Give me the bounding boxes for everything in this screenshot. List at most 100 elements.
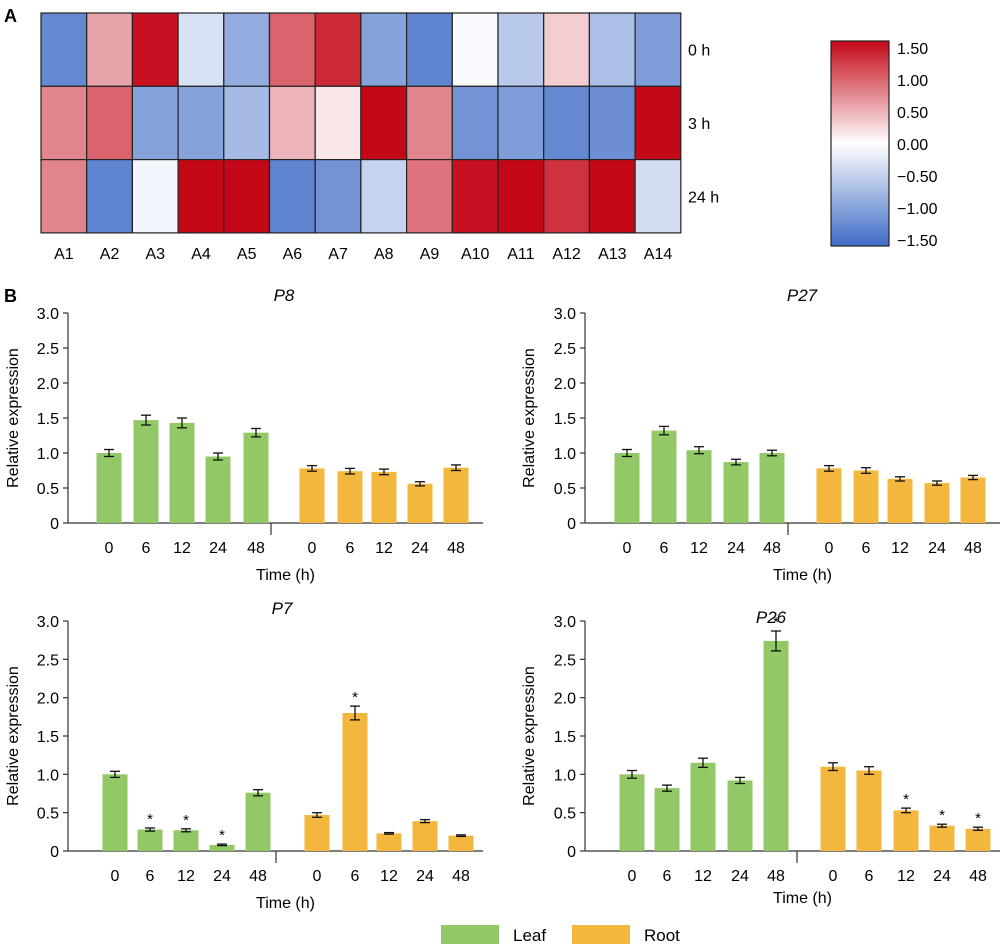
y-tick-label: 0.5 <box>554 806 576 823</box>
heatmap-cell <box>360 85 408 161</box>
colorbar-gradient <box>830 40 890 247</box>
y-tick-label: 1.0 <box>37 446 59 463</box>
x-tick-label: 6 <box>865 868 874 885</box>
y-axis-title: Relative expression <box>5 348 22 488</box>
bar <box>651 430 677 523</box>
x-tick-label: 6 <box>146 868 155 885</box>
bar <box>960 477 986 523</box>
bar <box>893 810 919 851</box>
heatmap-cell <box>634 12 682 87</box>
x-tick-label: 24 <box>933 868 951 885</box>
significance-star: * <box>939 807 945 824</box>
significance-star: * <box>352 689 358 706</box>
heatmap-cell <box>360 159 408 234</box>
bar <box>686 450 712 523</box>
bar <box>96 453 122 523</box>
heatmap-cell <box>634 159 682 234</box>
x-tick-label: 6 <box>660 540 669 557</box>
heatmap-cell <box>543 159 591 234</box>
heatmap-row-label: 24 h <box>688 189 719 206</box>
x-tick-label: 6 <box>663 868 672 885</box>
bar <box>443 467 469 523</box>
bar <box>853 470 879 523</box>
y-tick-label: 1.0 <box>554 767 576 784</box>
heatmap-col-label: A1 <box>54 246 74 263</box>
heatmap-cell <box>588 12 636 87</box>
y-tick-label: 2.0 <box>37 376 59 393</box>
colorbar-tick-label: −1.00 <box>897 201 938 218</box>
legend-swatch-root <box>572 925 630 944</box>
heatmap-cell <box>497 159 545 234</box>
bar <box>759 453 785 523</box>
bar <box>816 468 842 523</box>
heatmap-cell <box>543 85 591 161</box>
x-tick-label: 0 <box>308 540 317 557</box>
heatmap-cell <box>40 85 88 161</box>
colorbar-tick-label: −1.50 <box>897 233 938 250</box>
heatmap-cell <box>406 85 453 161</box>
y-tick-label: 0 <box>567 844 576 861</box>
bar-chart-p7: 0 0.5 1.0 1.5 2.0 2.5 3.0 0 * 6 * 12 * 24 48 0 * 6 12 24 48 P… <box>5 599 483 912</box>
colorbar-tick-label: 1.50 <box>897 41 928 58</box>
bar <box>169 422 195 523</box>
gene-title-p26: P26 <box>756 608 787 627</box>
y-tick-label: 1.0 <box>37 767 59 784</box>
bar <box>619 774 645 851</box>
colorbar-tick-label: 0.50 <box>897 105 928 122</box>
bar <box>407 483 433 523</box>
x-axis-title: Time (h) <box>256 567 315 584</box>
x-tick-label: 12 <box>380 868 398 885</box>
y-tick-label: 0 <box>567 516 576 533</box>
heatmap-cell <box>314 12 362 87</box>
bar-chart-p8: 0 0.5 1.0 1.5 2.0 2.5 3.0 0 6 12 24 48 0 6 12 24 48 P8 Tim… <box>5 286 483 584</box>
x-tick-label: 24 <box>928 540 946 557</box>
gene-title-p8: P8 <box>274 286 295 305</box>
heatmap-cell <box>406 159 453 234</box>
bar <box>412 821 438 851</box>
bar <box>245 792 271 851</box>
bar <box>448 835 474 851</box>
y-tick-label: 2.5 <box>37 652 59 669</box>
bar <box>342 713 368 851</box>
bar <box>243 432 269 523</box>
heatmap-row-label: 0 h <box>688 43 710 60</box>
x-tick-label: 48 <box>767 868 785 885</box>
bar <box>723 462 749 523</box>
heatmap-cell <box>223 85 271 161</box>
y-tick-label: 1.5 <box>554 729 576 746</box>
bar <box>856 770 882 851</box>
x-tick-label: 0 <box>829 868 838 885</box>
significance-star: * <box>147 811 153 828</box>
bar <box>887 478 913 523</box>
heatmap-col-label: A14 <box>644 246 673 263</box>
heatmap-cell <box>86 159 133 234</box>
heatmap-col-label: A5 <box>237 246 257 263</box>
x-tick-label: 24 <box>411 540 429 557</box>
heatmap-cell <box>86 85 133 161</box>
y-tick-label: 2.0 <box>37 691 59 708</box>
y-tick-label: 1.5 <box>554 411 576 428</box>
heatmap-cell <box>406 12 453 87</box>
x-tick-label: 6 <box>862 540 871 557</box>
y-tick-label: 2.0 <box>554 376 576 393</box>
heatmap-cell <box>86 12 133 87</box>
bar <box>209 844 235 851</box>
heatmap-cell <box>268 159 316 234</box>
colorbar-tick-label: −0.50 <box>897 169 938 186</box>
gene-title-p27: P27 <box>787 286 818 305</box>
x-tick-label: 12 <box>173 540 191 557</box>
heatmap-row-label: 3 h <box>688 116 710 133</box>
heatmap-cell <box>588 159 636 234</box>
y-tick-label: 2.5 <box>554 652 576 669</box>
x-tick-label: 24 <box>727 540 745 557</box>
bar <box>173 830 199 851</box>
heatmap-panel: A1 A2 A3 A4 A5 A6 A7 A8 A9 A10 A11 A12 A13 A14 0 h 3 h 2… <box>40 12 719 263</box>
y-tick-label: 0.5 <box>554 481 576 498</box>
y-axis-title: Relative expression <box>521 666 538 806</box>
x-tick-label: 48 <box>964 540 982 557</box>
x-tick-label: 0 <box>623 540 632 557</box>
x-tick-label: 48 <box>447 540 465 557</box>
x-tick-label: 48 <box>763 540 781 557</box>
y-tick-label: 3.0 <box>37 306 59 323</box>
